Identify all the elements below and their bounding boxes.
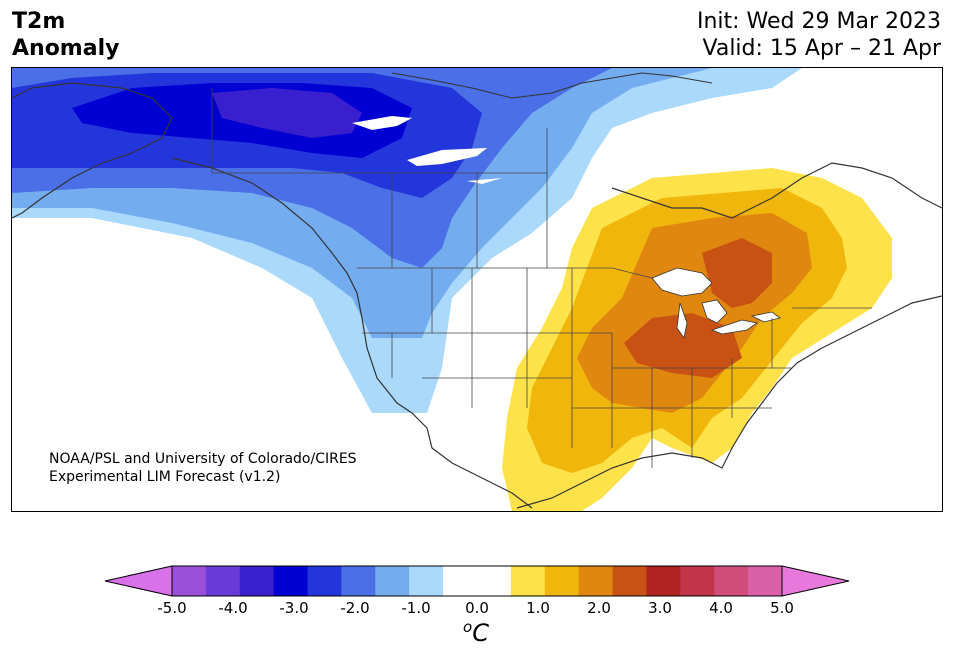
great-lakes [651, 267, 781, 339]
colorbar-cell [748, 566, 783, 596]
colorbar-tick-label: 4.0 [709, 599, 733, 617]
colorbar-cell [239, 566, 275, 596]
colorbar-extend-high [781, 565, 850, 597]
units-degree: o [463, 618, 473, 636]
coastline-gulf [516, 295, 942, 509]
colorbar-tick-label: 2.0 [587, 599, 611, 617]
title-line-1: T2m [12, 9, 66, 34]
colorbar-cell [680, 566, 715, 596]
colorbar-cell [714, 566, 749, 596]
colorbar-tick-label: 1.0 [526, 599, 550, 617]
init-date: Init: Wed 29 Mar 2023 [696, 9, 941, 34]
colorbar-cell [612, 566, 647, 596]
colorbar-tick-label: -2.0 [340, 599, 370, 617]
title-line-2: Anomaly [12, 36, 120, 61]
colorbar-cell [477, 566, 512, 596]
colorbar-cell [510, 566, 546, 596]
northern-lake-3 [467, 178, 502, 184]
colorbar [104, 565, 850, 597]
colorbar-cell [172, 566, 207, 596]
colorbar-tick-label: 5.0 [770, 599, 794, 617]
colorbar-extend-low [104, 565, 173, 597]
colorbar-cell [578, 566, 614, 596]
units-letter: C [472, 619, 489, 647]
anomaly-map: NOAA/PSL and University of Colorado/CIRE… [11, 67, 943, 512]
colorbar-tick-label: -3.0 [279, 599, 309, 617]
northern-lake-1 [352, 116, 412, 130]
anomaly-band-minus-3 [212, 88, 362, 138]
coastline-arctic [391, 72, 713, 99]
credit-line-2: Experimental LIM Forecast (v1.2) [49, 469, 281, 485]
credit-line-1: NOAA/PSL and University of Colorado/CIRE… [49, 451, 357, 467]
colorbar-cell [341, 566, 376, 596]
valid-range: Valid: 15 Apr – 21 Apr [702, 36, 942, 61]
colorbar-cell [375, 566, 410, 596]
colorbar-tick-label: 0.0 [465, 599, 489, 617]
colorbar-cell [443, 566, 478, 596]
colorbar-cell [205, 566, 241, 596]
coastline-northeast [611, 162, 942, 219]
colorbar-cell [273, 566, 309, 596]
anomaly-band-plus-2 [624, 238, 772, 378]
colorbar-cell [544, 566, 580, 596]
political-boundaries [211, 88, 872, 468]
map-title: T2m Anomaly [12, 8, 119, 62]
colorbar-units: oC [463, 618, 489, 647]
colorbar-cell [307, 566, 342, 596]
coastline-west [12, 82, 533, 509]
colorbar-tick-label: 3.0 [648, 599, 672, 617]
map-canvas [12, 68, 942, 511]
colorbar-tick-label: -5.0 [157, 599, 187, 617]
colorbar-cell [409, 566, 444, 596]
colorbar-tick-label: -4.0 [218, 599, 248, 617]
colorbar-tick-label: -1.0 [401, 599, 431, 617]
northern-lake-2 [407, 148, 487, 166]
colorbar-cell [646, 566, 681, 596]
forecast-dates: Init: Wed 29 Mar 2023 Valid: 15 Apr – 21… [697, 8, 941, 62]
data-credit: NOAA/PSL and University of Colorado/CIRE… [49, 450, 357, 486]
